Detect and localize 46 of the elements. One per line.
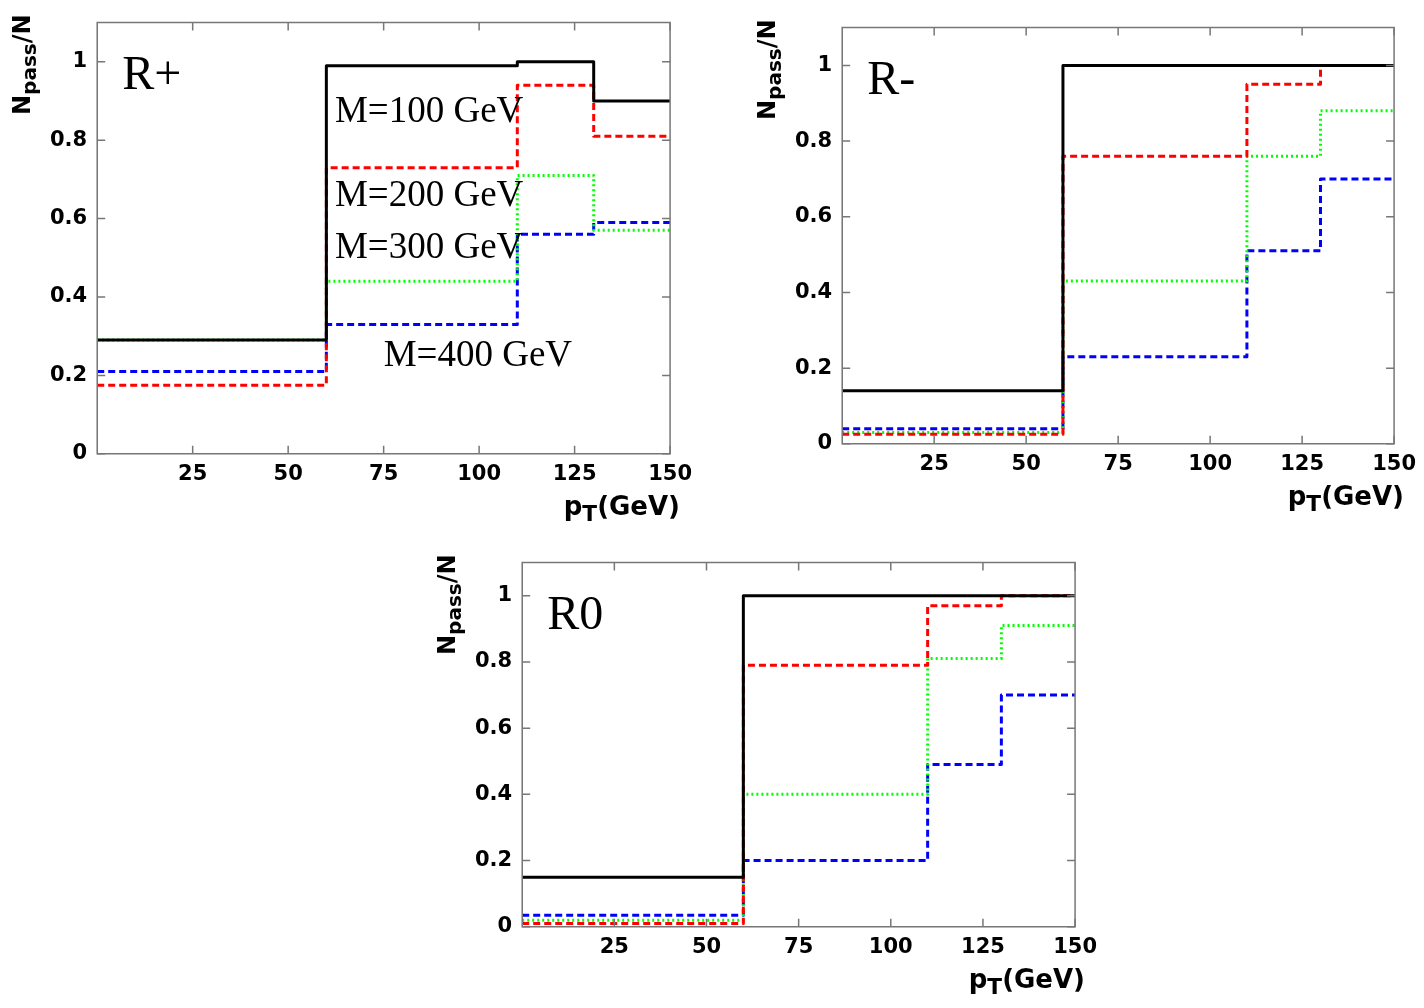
y-tick-label: 1 [497,582,513,607]
x-tick-label: 125 [961,933,1005,958]
annotation: R0 [547,586,604,640]
x-tick-label: 150 [648,460,692,485]
series-label: M=200 GeV [334,173,524,215]
y-tick-label: 1 [817,51,833,76]
series-label: M=400 GeV [383,332,573,374]
x-tick-label: 125 [1280,450,1325,475]
x-axis-title: p$_{T}$(GeV) [1287,481,1404,517]
y-tick-label: 0.4 [50,283,88,308]
y-tick-label: 0 [72,440,88,465]
y-tick-label: 0.6 [795,203,833,228]
x-tick-label: 100 [1188,450,1233,475]
x-tick-label: 100 [868,933,913,958]
x-tick-label: 125 [552,460,597,485]
series-label: M=300 GeV [334,224,524,266]
y-tick-label: 0.2 [50,361,88,386]
x-tick-label: 25 [919,450,949,475]
y-tick-label: 0.4 [795,278,833,303]
x-tick-label: 75 [1103,450,1133,475]
y-tick-label: 0.6 [475,714,513,739]
x-tick-label: 75 [369,460,399,485]
x-tick-label: 50 [1011,450,1041,475]
x-tick-label: 50 [691,933,722,958]
x-tick-label: 25 [599,933,629,958]
x-tick-label: 25 [178,460,208,485]
y-tick-label: 0.6 [50,205,88,230]
y-tick-label: 0.8 [50,126,88,151]
annotation: R- [867,51,916,105]
x-tick-label: 75 [784,933,814,958]
y-tick-label: 0.2 [795,354,833,379]
x-axis-title: p$_{T}$(GeV) [968,964,1085,1000]
series-label: M=100 GeV [334,88,524,130]
x-tick-label: 150 [1053,933,1097,958]
x-tick-label: 100 [457,460,502,485]
x-tick-label: 50 [273,460,303,485]
x-tick-label: 150 [1372,450,1416,475]
y-tick-label: 0.8 [475,648,513,673]
y-tick-label: 1 [72,48,88,73]
y-tick-label: 0.4 [475,780,513,805]
y-tick-label: 0.8 [795,127,833,152]
y-tick-label: 0.2 [475,847,513,872]
y-tick-label: 0 [497,913,513,938]
annotation: R+ [122,46,182,100]
x-axis-title: p$_{T}$(GeV) [563,491,680,527]
y-tick-label: 0 [817,430,833,455]
